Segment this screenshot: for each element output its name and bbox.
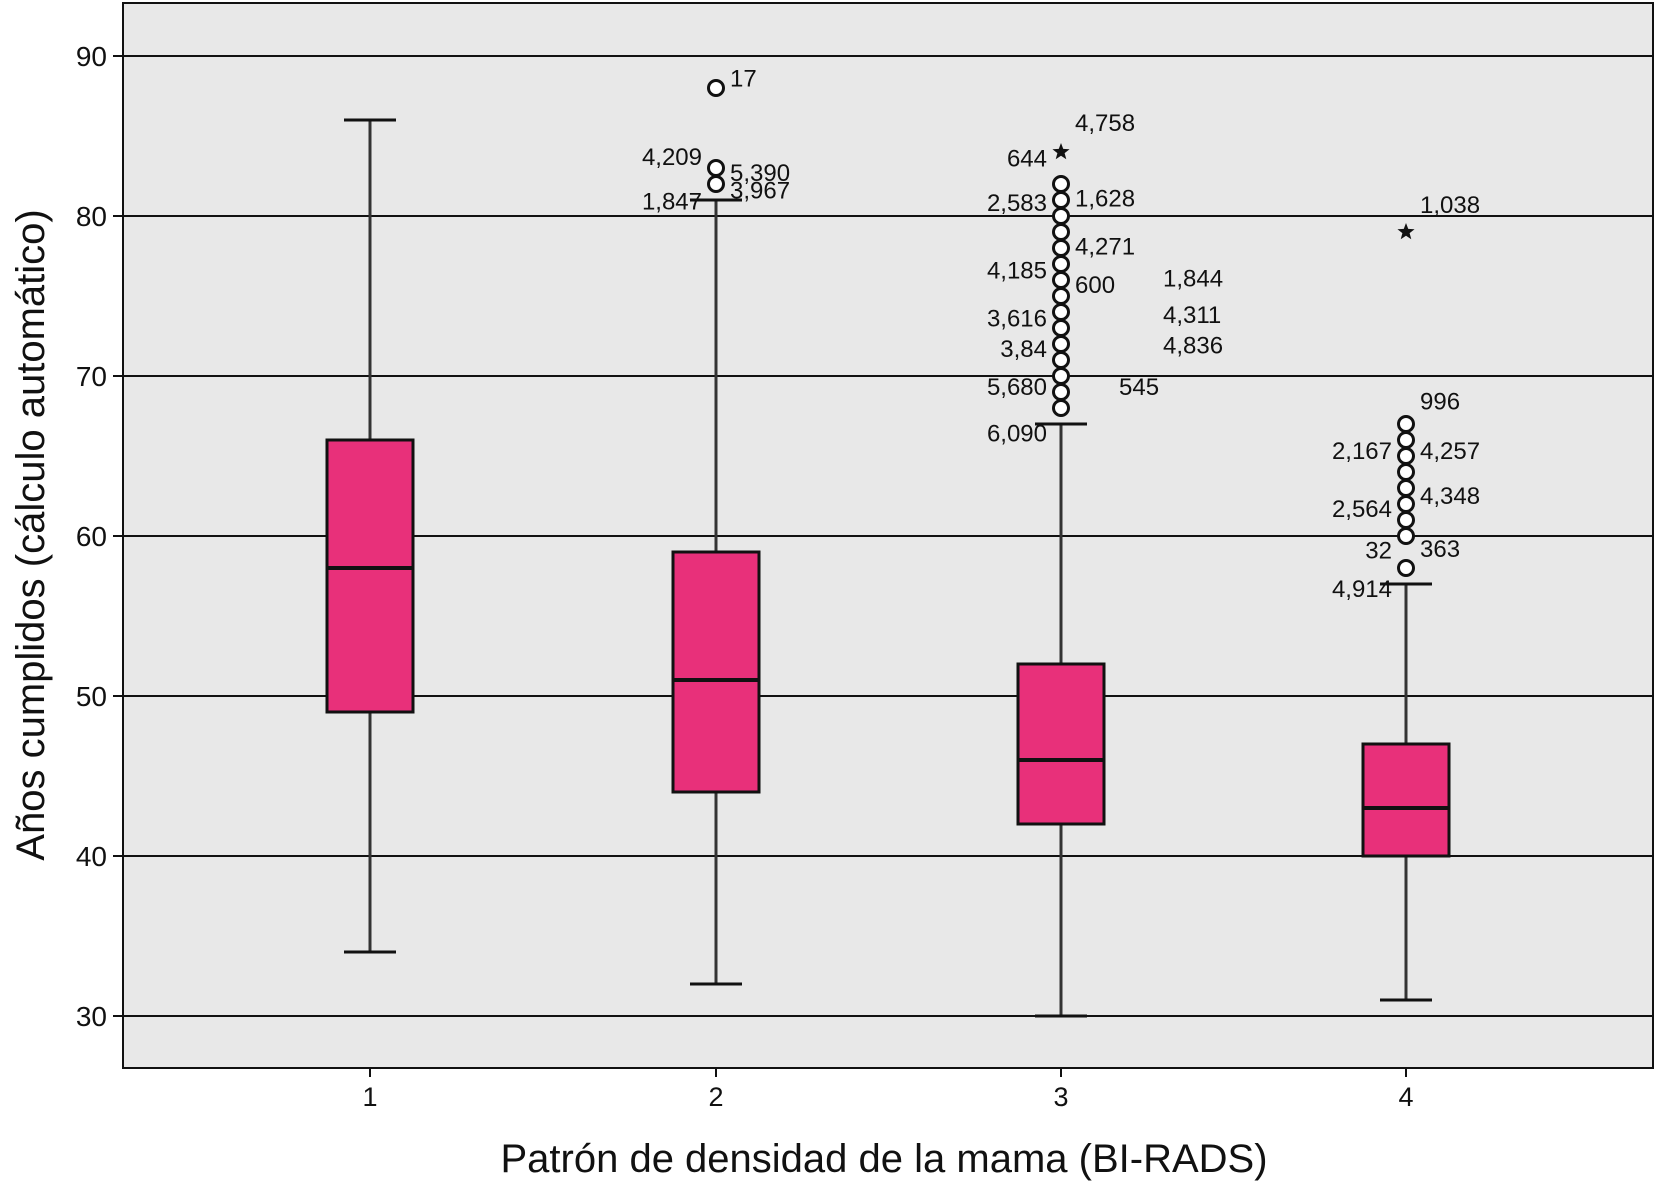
outlier-point xyxy=(1052,367,1070,385)
y-tick-label: 40 xyxy=(76,841,107,872)
outlier-label: 600 xyxy=(1075,272,1115,299)
outlier-label: 4,836 xyxy=(1163,333,1223,360)
outlier-label: 5,680 xyxy=(987,374,1047,401)
outlier-point xyxy=(1052,287,1070,305)
box-iqr xyxy=(325,438,415,714)
outlier-point xyxy=(1397,463,1415,481)
outlier-point xyxy=(1052,207,1070,225)
outlier-label: 363 xyxy=(1420,536,1460,563)
outlier-label: 4,209 xyxy=(642,144,702,171)
outlier-label: 4,271 xyxy=(1075,233,1135,260)
y-tick-label: 70 xyxy=(76,361,107,392)
outlier-label: 3,967 xyxy=(730,177,790,204)
outlier-point xyxy=(1052,383,1070,401)
outlier-label: 1,038 xyxy=(1420,192,1480,219)
outliers xyxy=(707,79,1415,577)
outlier-point xyxy=(1052,303,1070,321)
outlier-label: 644 xyxy=(1007,145,1047,172)
box-1 xyxy=(325,118,415,954)
outlier-label: 1,847 xyxy=(642,189,702,216)
outlier-point xyxy=(707,79,725,97)
box-iqr xyxy=(671,550,761,794)
outlier-point xyxy=(1397,527,1415,545)
outlier-label: 1,844 xyxy=(1163,265,1223,292)
y-axis: 30 40 50 60 70 80 90 xyxy=(76,41,123,1032)
outlier-label: 4,311 xyxy=(1163,302,1221,329)
outlier-label: 5,390 xyxy=(730,160,790,187)
outlier-label: 996 xyxy=(1420,389,1460,416)
x-tick-label: 1 xyxy=(362,1082,377,1112)
outlier-point xyxy=(1397,447,1415,465)
outlier-labels: 17 4,209 5,390 1,847 3,967 4,758 644 2,583 1,628… xyxy=(642,65,1480,602)
box-2 xyxy=(671,198,761,986)
extreme-point xyxy=(1397,223,1415,240)
y-tick-label: 60 xyxy=(76,521,107,552)
outlier-point xyxy=(1052,223,1070,241)
x-axis: 1 2 3 4 xyxy=(362,1068,1414,1112)
y-tick-label: 50 xyxy=(76,681,107,712)
box-4 xyxy=(1361,582,1451,1002)
box-iqr xyxy=(1016,662,1106,826)
outlier-label: 6,090 xyxy=(987,421,1047,448)
outlier-label: 2,564 xyxy=(1332,496,1392,523)
outlier-label: 4,758 xyxy=(1075,110,1135,137)
box-3 xyxy=(1016,422,1106,1018)
outlier-point xyxy=(1397,415,1415,433)
outlier-point xyxy=(1052,319,1070,337)
outlier-label: 3,84 xyxy=(1000,336,1047,363)
outlier-label: 4,914 xyxy=(1332,576,1392,603)
y-axis-title: Años cumplidos (cálculo automático) xyxy=(9,209,53,860)
outlier-point xyxy=(1052,351,1070,369)
x-tick-label: 3 xyxy=(1053,1082,1068,1112)
outlier-point xyxy=(1052,191,1070,209)
y-tick-label: 80 xyxy=(76,201,107,232)
outlier-label: 4,257 xyxy=(1420,438,1480,465)
x-tick-label: 4 xyxy=(1398,1082,1413,1112)
outlier-point xyxy=(1052,335,1070,353)
outlier-point xyxy=(1052,255,1070,273)
outlier-label: 3,616 xyxy=(987,305,1047,332)
outlier-label: 2,583 xyxy=(987,190,1047,217)
outlier-point xyxy=(1397,511,1415,529)
x-tick-label: 2 xyxy=(708,1082,723,1112)
extreme-point xyxy=(1052,143,1070,160)
outlier-point xyxy=(1052,175,1070,193)
y-tick-label: 30 xyxy=(76,1001,107,1032)
boxes xyxy=(325,118,1451,1018)
outlier-point xyxy=(707,159,725,177)
outlier-point xyxy=(1397,479,1415,497)
outlier-point xyxy=(1052,399,1070,417)
outlier-point xyxy=(1052,271,1070,289)
outlier-point xyxy=(1397,559,1415,577)
outlier-label: 545 xyxy=(1119,374,1159,401)
y-tick-label: 90 xyxy=(76,41,107,72)
outlier-point xyxy=(707,175,725,193)
outlier-point xyxy=(1397,431,1415,449)
outlier-label: 32 xyxy=(1365,537,1392,564)
outlier-label: 4,348 xyxy=(1420,483,1480,510)
box-iqr xyxy=(1361,742,1451,858)
outlier-point xyxy=(1397,495,1415,513)
outlier-point xyxy=(1052,239,1070,257)
outlier-label: 1,628 xyxy=(1075,185,1135,212)
outlier-label: 17 xyxy=(730,65,757,92)
outlier-label: 2,167 xyxy=(1332,438,1392,465)
x-axis-title: Patrón de densidad de la mama (BI-RADS) xyxy=(500,1137,1267,1181)
outlier-label: 4,185 xyxy=(987,257,1047,284)
